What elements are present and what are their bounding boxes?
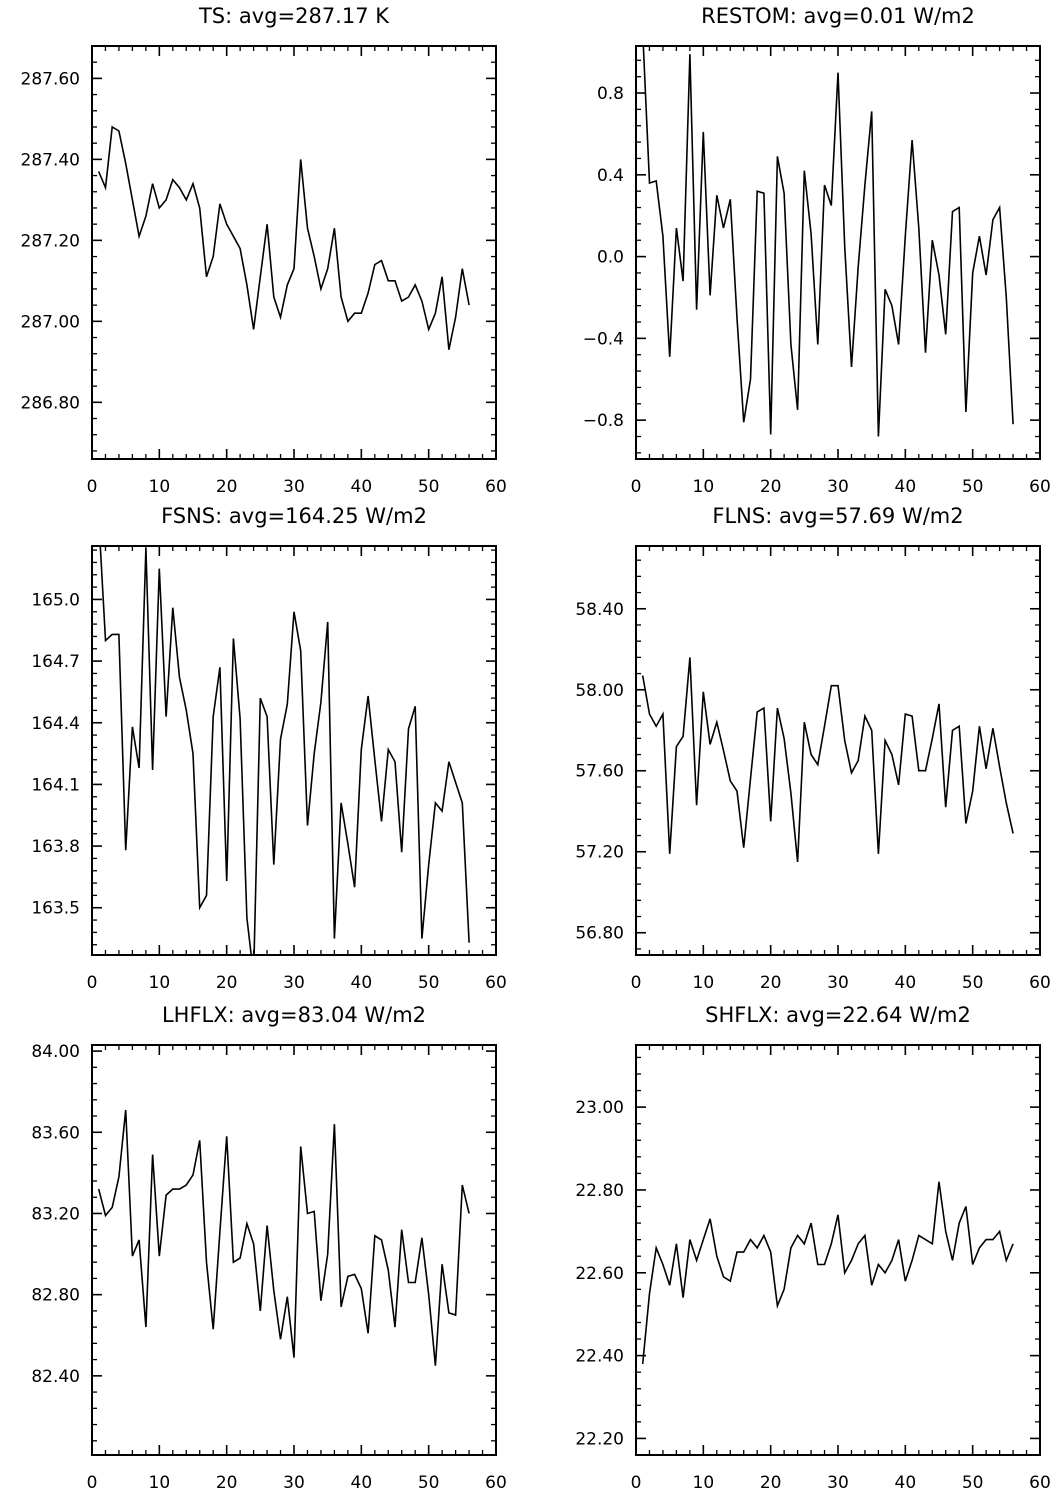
x-tick-label: 20 <box>760 477 782 497</box>
y-tick-label: 0.4 <box>597 166 624 186</box>
x-tick-label: 60 <box>1029 973 1051 993</box>
x-tick-label: 60 <box>1029 477 1051 497</box>
y-tick-label: 163.5 <box>31 899 80 919</box>
fsns-chart: FSNS: avg=164.25 W/m2 0 10 20 30 40 50 60 163.5 1… <box>31 504 506 993</box>
y-tick-label: 56.80 <box>575 924 624 944</box>
x-tick-label: 10 <box>149 1473 171 1493</box>
x-tick-label: 0 <box>631 973 642 993</box>
x-tick-label: 0 <box>631 477 642 497</box>
x-tick-label: 30 <box>283 477 305 497</box>
y-tick-label: 286.80 <box>21 393 80 413</box>
x-tick-label: 40 <box>895 973 917 993</box>
lhflx-chart: LHFLX: avg=83.04 W/m2 0 10 20 30 40 50 60 82.40 8… <box>31 1003 506 1493</box>
x-tick-label: 0 <box>87 477 98 497</box>
y-tick-label: 58.40 <box>575 600 624 620</box>
fsns-series-line <box>99 546 470 955</box>
y-tick-label: 165.0 <box>31 590 80 610</box>
flns-series-line <box>641 657 1014 862</box>
lhflx-plot-frame <box>91 1044 497 1456</box>
restom-plot-frame <box>635 45 1041 460</box>
x-tick-label: 40 <box>351 973 373 993</box>
y-tick-label: 287.60 <box>21 69 80 89</box>
x-tick-label: 20 <box>760 973 782 993</box>
x-tick-label: 20 <box>216 1473 238 1493</box>
x-tick-label: 10 <box>693 973 715 993</box>
y-tick-label: 57.60 <box>575 762 624 782</box>
x-tick-label: 40 <box>351 1473 373 1493</box>
y-tick-label: 164.4 <box>31 714 80 734</box>
ts-plot-frame <box>91 45 497 460</box>
restom-title: RESTOM: avg=0.01 W/m2 <box>701 4 975 28</box>
x-tick-label: 50 <box>418 477 440 497</box>
x-tick-label: 0 <box>631 1473 642 1493</box>
y-tick-label: 23.00 <box>575 1098 624 1118</box>
restom-series-line <box>642 46 1014 437</box>
flns-plot-frame <box>635 545 1041 956</box>
shflx-title: SHFLX: avg=22.64 W/m2 <box>705 1003 971 1027</box>
x-tick-label: 60 <box>485 973 507 993</box>
y-tick-label: 164.1 <box>31 775 80 795</box>
x-tick-label: 40 <box>895 477 917 497</box>
fsns-title: FSNS: avg=164.25 W/m2 <box>161 504 427 528</box>
shflx-chart: SHFLX: avg=22.64 W/m2 0 10 20 30 40 50 60 22.20 2… <box>575 1003 1050 1493</box>
x-tick-label: 30 <box>827 477 849 497</box>
x-tick-label: 10 <box>149 477 171 497</box>
y-tick-label: 164.7 <box>31 652 80 672</box>
y-tick-label: 83.20 <box>31 1204 80 1224</box>
x-tick-label: 30 <box>283 973 305 993</box>
x-tick-label: 10 <box>693 477 715 497</box>
y-tick-label: 0.8 <box>597 84 624 104</box>
y-tick-label: 82.40 <box>31 1367 80 1387</box>
y-tick-label: 0.0 <box>597 248 624 268</box>
shflx-series-line <box>641 1181 1014 1364</box>
restom-chart: RESTOM: avg=0.01 W/m2 0 10 20 30 40 50 60 −0.8 −0… <box>583 4 1051 497</box>
x-tick-label: 50 <box>418 1473 440 1493</box>
x-tick-label: 60 <box>485 477 507 497</box>
y-tick-label: 22.20 <box>575 1429 624 1449</box>
y-tick-label: 22.60 <box>575 1264 624 1284</box>
y-tick-label: 83.60 <box>31 1123 80 1143</box>
y-tick-label: 57.20 <box>575 843 624 863</box>
flns-title: FLNS: avg=57.69 W/m2 <box>712 504 963 528</box>
lhflx-series-line <box>97 1109 470 1366</box>
x-tick-label: 50 <box>962 477 984 497</box>
flns-chart: FLNS: avg=57.69 W/m2 0 10 20 30 40 50 60 56.80 57… <box>575 504 1050 993</box>
x-tick-label: 60 <box>485 1473 507 1493</box>
x-tick-label: 40 <box>351 477 373 497</box>
x-tick-label: 40 <box>895 1473 917 1493</box>
y-tick-label: −0.8 <box>583 411 624 431</box>
y-tick-label: 287.20 <box>21 231 80 251</box>
x-tick-label: 0 <box>87 973 98 993</box>
x-tick-label: 50 <box>418 973 440 993</box>
x-tick-label: 20 <box>216 973 238 993</box>
x-tick-label: 60 <box>1029 1473 1051 1493</box>
y-tick-label: 287.00 <box>21 312 80 332</box>
ts-series-line <box>97 125 470 350</box>
x-tick-label: 10 <box>693 1473 715 1493</box>
x-tick-label: 30 <box>827 1473 849 1493</box>
y-tick-label: 163.8 <box>31 837 80 857</box>
y-tick-label: 287.40 <box>21 150 80 170</box>
x-tick-label: 20 <box>760 1473 782 1493</box>
ts-chart: TS: avg=287.17 K 0 10 20 30 40 50 60 286.80 287.0… <box>21 4 507 497</box>
y-tick-label: 22.80 <box>575 1181 624 1201</box>
y-tick-label: 84.00 <box>31 1042 80 1062</box>
y-tick-label: 22.40 <box>575 1347 624 1367</box>
x-tick-label: 30 <box>827 973 849 993</box>
x-tick-label: 50 <box>962 1473 984 1493</box>
x-tick-label: 10 <box>149 973 171 993</box>
ts-title: TS: avg=287.17 K <box>198 4 390 28</box>
y-tick-label: 58.00 <box>575 681 624 701</box>
lhflx-title: LHFLX: avg=83.04 W/m2 <box>162 1003 426 1027</box>
x-tick-label: 20 <box>216 477 238 497</box>
y-tick-label: 82.80 <box>31 1286 80 1306</box>
x-tick-label: 0 <box>87 1473 98 1493</box>
x-tick-label: 50 <box>962 973 984 993</box>
y-tick-label: −0.4 <box>583 329 624 349</box>
x-tick-label: 30 <box>283 1473 305 1493</box>
